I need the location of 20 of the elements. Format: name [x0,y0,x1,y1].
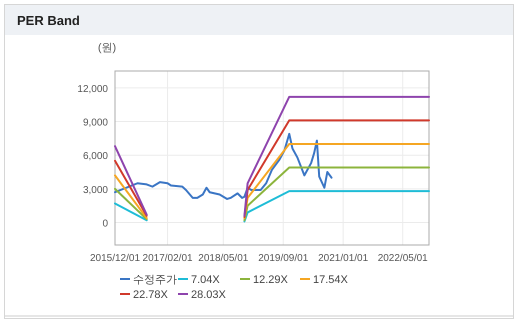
legend-label: 28.03X [191,289,227,301]
legend-label: 12.29X [253,274,289,286]
legend-label: 22.78X [133,289,169,301]
x-tick-label: 2021/01/01 [318,253,369,264]
y-tick-label: 0 [102,218,108,230]
legend-label: 17.54X [313,274,349,286]
y-tick-label: 3,000 [82,184,108,196]
x-tick-label: 2018/05/01 [198,253,249,264]
legend-label: 수정주가 [133,274,177,286]
x-tick-label: 2015/12/01 [90,253,140,264]
x-tick-label: 2019/09/01 [258,253,309,264]
x-tick-label: 2022/05/01 [378,253,428,264]
y-tick-label: 6,000 [82,151,108,162]
line-series [114,132,332,200]
x-tick-label: 2017/02/01 [142,253,194,264]
legend-label: 7.04X [191,274,220,286]
y-tick-label: 9,000 [82,118,108,129]
y-tick-label: 12,000 [77,84,108,95]
y-axis-title: (원) [98,42,116,54]
chart-title: PER Band [17,13,80,28]
